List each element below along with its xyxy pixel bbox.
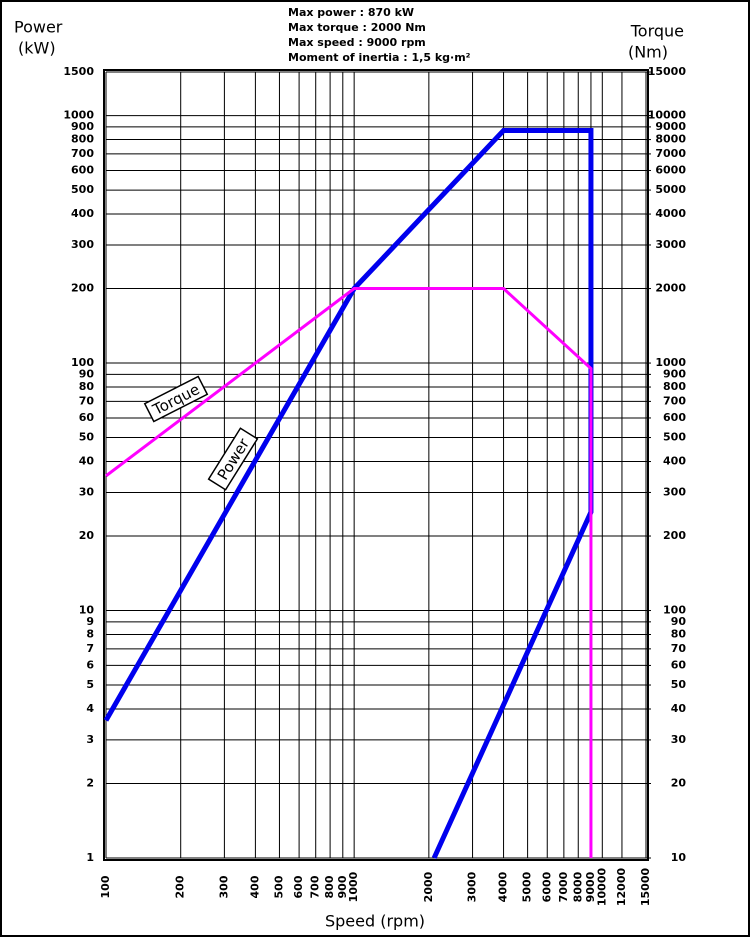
- x-tick-label: 800: [323, 875, 336, 898]
- y2-tick-label: 500: [663, 431, 686, 444]
- y-tick-label: 7: [86, 642, 94, 655]
- x-tick-label: 2000: [422, 871, 435, 902]
- y2-tick-label: 400: [663, 455, 686, 468]
- y2-tick-label: 10000: [648, 109, 687, 122]
- legend-box: [207, 427, 259, 491]
- y2-tick-label: 1000: [655, 356, 686, 369]
- y2-tick-label: 80: [671, 628, 687, 641]
- plot-frame: [103, 69, 649, 861]
- y-tick-label: 6: [86, 658, 94, 671]
- y2-tick-label: 800: [663, 380, 686, 393]
- y2-tick-label: 30: [671, 733, 687, 746]
- legend-label: Torque: [149, 380, 203, 419]
- y-tick-label: 90: [79, 367, 95, 380]
- y2-axis-label: Torque: [630, 22, 684, 41]
- y-tick-label: 40: [79, 455, 95, 468]
- title-line: Max torque : 2000 Nm: [288, 21, 426, 34]
- y2-tick-label: 300: [663, 485, 686, 498]
- y2-tick-label: 40: [671, 702, 687, 715]
- y-tick-label: 4: [86, 702, 94, 715]
- y-tick-label: 70: [79, 394, 95, 407]
- y2-tick-label: 5000: [655, 183, 686, 196]
- y-tick-label: 30: [79, 485, 95, 498]
- x-tick-label: 200: [174, 875, 187, 898]
- y2-tick-label: 8000: [655, 133, 686, 146]
- y-tick-label: 3: [86, 733, 94, 746]
- y-tick-label: 2: [86, 777, 94, 790]
- y2-tick-label: 20: [671, 777, 687, 790]
- y2-tick-label: 6000: [655, 163, 686, 176]
- legend-box: [143, 375, 209, 423]
- y-tick-label: 5: [86, 678, 94, 691]
- y2-tick-label: 9000: [655, 120, 686, 133]
- y-tick-label: 10: [79, 604, 95, 617]
- y2-tick-label: 600: [663, 411, 686, 424]
- y-tick-label: 60: [79, 411, 95, 424]
- x-tick-label: 3000: [466, 871, 479, 902]
- x-tick-label: 15000: [639, 868, 652, 907]
- y-tick-label: 600: [71, 163, 94, 176]
- x-tick-label: 5000: [521, 871, 534, 902]
- y2-tick-label: 900: [663, 367, 686, 380]
- y2-tick-label: 60: [671, 658, 687, 671]
- y-tick-label: 800: [71, 133, 94, 146]
- x-tick-label: 10000: [595, 868, 608, 907]
- y2-tick-label: 4000: [655, 207, 686, 220]
- y-tick-label: 500: [71, 183, 94, 196]
- y-axis-label: (kW): [18, 39, 56, 58]
- y2-tick-label: 70: [671, 642, 687, 655]
- y2-tick-label: 200: [663, 529, 686, 542]
- y-tick-label: 8: [86, 628, 94, 641]
- legend-entry: Torque: [143, 375, 209, 423]
- y-tick-label: 900: [71, 120, 94, 133]
- y-tick-label: 20: [79, 529, 95, 542]
- y-tick-label: 1000: [63, 109, 94, 122]
- x-tick-label: 300: [217, 875, 230, 898]
- x-tick-label: 600: [292, 875, 305, 898]
- series-line: [105, 287, 593, 858]
- title-line: Moment of inertia : 1,5 kg·m²: [288, 51, 471, 64]
- x-tick-label: 4000: [497, 871, 510, 902]
- x-tick-label: 400: [248, 875, 261, 898]
- y2-tick-label: 90: [671, 615, 687, 628]
- x-tick-label: 12000: [615, 868, 628, 907]
- y2-tick-label: 3000: [655, 238, 686, 251]
- y2-tick-label: 15000: [648, 65, 687, 78]
- y-axis-label: Power: [14, 18, 63, 37]
- y2-axis-label: (Nm): [628, 43, 668, 62]
- x-tick-label: 7000: [557, 871, 570, 902]
- y2-tick-label: 700: [663, 394, 686, 407]
- y-tick-label: 300: [71, 238, 94, 251]
- x-tick-label: 8000: [571, 871, 584, 902]
- y2-tick-label: 10: [671, 851, 687, 864]
- title-line: Max speed : 9000 rpm: [288, 36, 426, 49]
- title-line: Max power : 870 kW: [288, 6, 414, 19]
- x-tick-label: 900: [336, 875, 349, 898]
- x-tick-label: 700: [309, 875, 322, 898]
- y2-tick-label: 7000: [655, 147, 686, 160]
- x-tick-label: 9000: [584, 871, 597, 902]
- y2-tick-label: 100: [663, 604, 686, 617]
- y-tick-label: 80: [79, 380, 95, 393]
- x-tick-label: 500: [272, 875, 285, 898]
- y2-tick-label: 50: [671, 678, 687, 691]
- y-tick-label: 1: [86, 851, 94, 864]
- x-tick-label: 6000: [540, 871, 553, 902]
- y2-tick-label: 2000: [655, 282, 686, 295]
- x-axis-label: Speed (rpm): [325, 912, 425, 931]
- y-tick-label: 700: [71, 147, 94, 160]
- y-tick-label: 50: [79, 431, 95, 444]
- y-tick-label: 200: [71, 282, 94, 295]
- series-line: [103, 128, 594, 860]
- x-tick-label: 100: [99, 875, 112, 898]
- y-tick-label: 100: [71, 356, 94, 369]
- y-tick-label: 9: [86, 615, 94, 628]
- x-tick-label: 1000: [347, 871, 360, 902]
- y-tick-label: 1500: [63, 65, 94, 78]
- y-tick-label: 400: [71, 207, 94, 220]
